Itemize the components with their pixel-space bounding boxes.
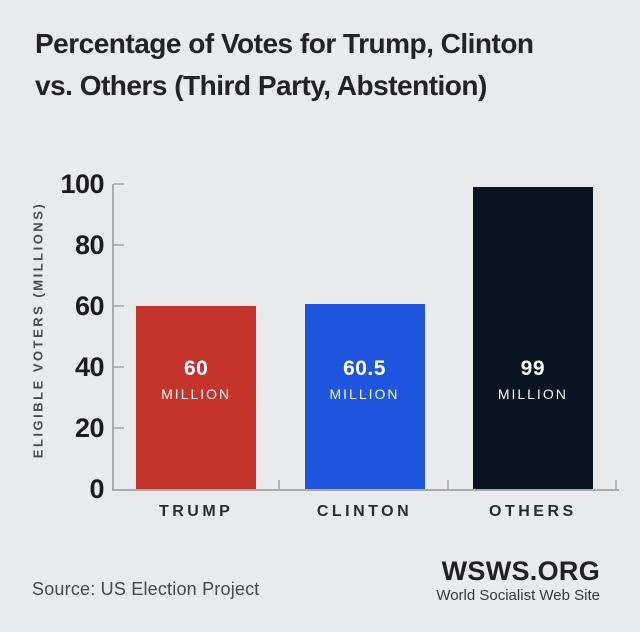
bar-value-unit-trump: MILLION	[161, 386, 232, 402]
y-tick-label-0: 0	[89, 474, 104, 504]
y-tick-mark-60	[114, 305, 124, 307]
y-tick-mark-100	[114, 183, 124, 185]
chart-title-line1: Percentage of Votes for Trump, Clinton	[35, 28, 534, 59]
y-tick-label-40: 40	[74, 352, 105, 382]
y-tick-mark-20	[114, 427, 124, 429]
y-tick-label-60: 60	[74, 291, 105, 321]
chart-title-line2: vs. Others (Third Party, Abstention)	[35, 70, 487, 101]
y-tick-label-20: 20	[74, 413, 105, 443]
x-axis-line	[112, 489, 619, 491]
bar-value-number-others: 99	[520, 357, 545, 380]
x-tick-mark-3	[615, 480, 617, 489]
bar-others: 99 MILLION	[472, 187, 593, 489]
y-axis-tick-labels: 0 20 40 60 80 100	[0, 170, 105, 503]
bar-value-unit-clinton: MILLION	[329, 386, 400, 402]
bar-value-label-clinton: 60.5 MILLION	[305, 356, 425, 403]
bar-value-number-clinton: 60.5	[343, 357, 386, 380]
bar-value-number-trump: 60	[183, 357, 209, 380]
category-label-clinton: CLINTON	[316, 503, 413, 520]
bar-value-label-others: 99 MILLION	[473, 356, 593, 403]
category-label-others: OTHERS	[488, 503, 577, 520]
y-tick-mark-80	[114, 244, 124, 246]
x-tick-mark-1	[278, 480, 281, 489]
y-axis-line	[112, 184, 114, 491]
bar-value-unit-others: MILLION	[497, 386, 568, 402]
bar-value-label-trump: 60 MILLION	[136, 356, 256, 403]
x-tick-mark-2	[446, 480, 449, 489]
plot-area: 60 MILLION 60.5 MILLION 99 MILLION	[112, 183, 619, 491]
category-label-trump: TRUMP	[158, 503, 234, 520]
bar-trump: 60 MILLION	[136, 306, 257, 489]
chart-title: Percentage of Votes for Trump, Clinton v…	[35, 23, 534, 107]
wsws-logo: WSWS.ORG	[441, 556, 600, 586]
bar-clinton: 60.5 MILLION	[304, 304, 425, 489]
y-tick-mark-40	[114, 366, 124, 368]
wsws-logo-subtitle: World Socialist Web Site	[436, 587, 600, 604]
y-tick-label-100: 100	[60, 169, 104, 199]
source-caption: Source: US Election Project	[32, 579, 260, 599]
x-axis-category-labels: TRUMP CLINTON OTHERS	[112, 503, 617, 527]
y-tick-label-80: 80	[74, 230, 105, 260]
